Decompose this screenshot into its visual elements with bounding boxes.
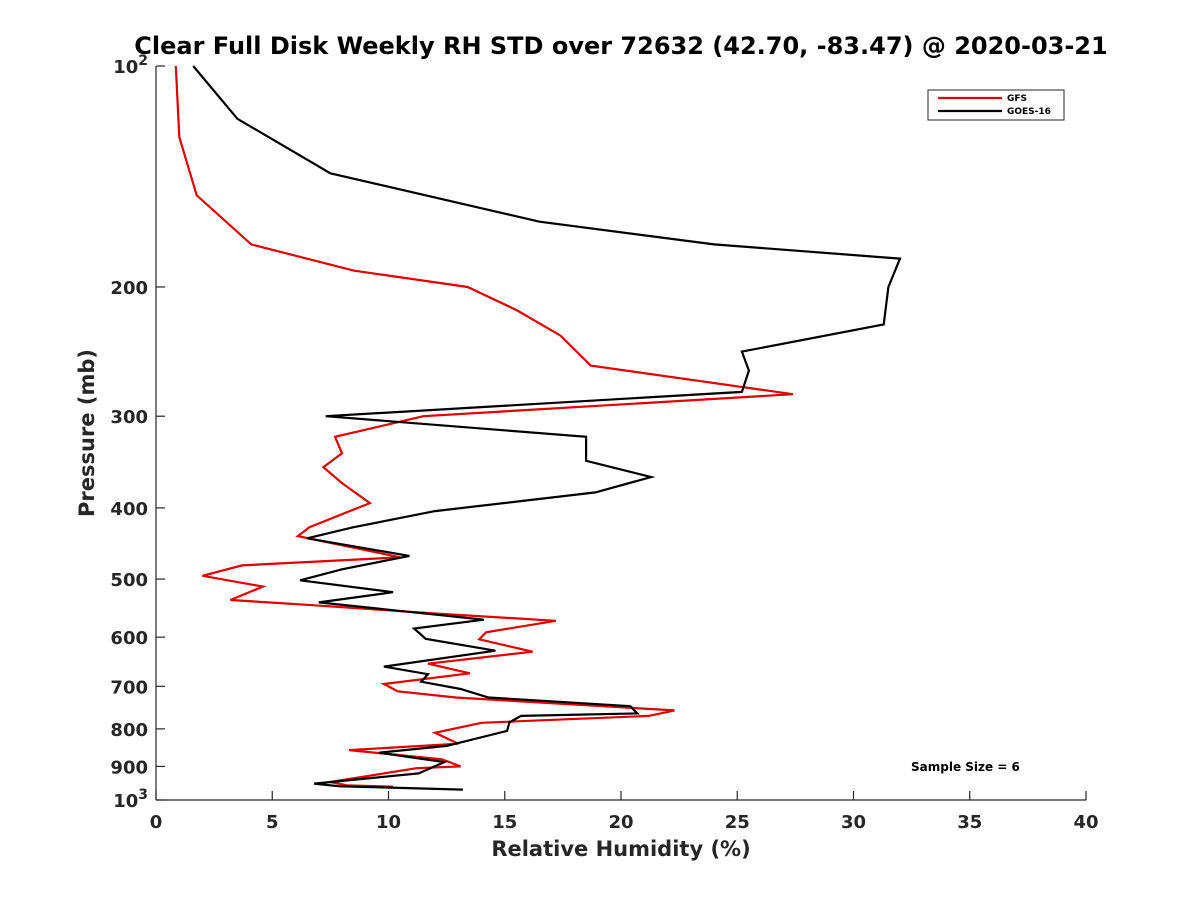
y-tick-label: 800 <box>110 720 148 741</box>
x-axis-ticks: 0 5 10 15 20 25 30 35 40 <box>150 791 1099 833</box>
legend-label-gfs: GFS <box>1007 94 1027 104</box>
series-line-goes-16 <box>192 65 902 791</box>
plot-area: 0 5 10 15 20 25 30 35 40 102 200 300 400 500 600 700 80… <box>110 53 1098 833</box>
legend: GFS GOES-16 <box>927 89 1065 121</box>
y-tick-label: 300 <box>110 407 148 428</box>
sample-size-annotation: Sample Size = 6 <box>911 760 1020 774</box>
x-tick-label: 40 <box>1073 812 1098 833</box>
legend-box <box>927 89 1065 121</box>
y-axis-label: Pressure (mb) <box>75 349 99 517</box>
y-tick-label: 600 <box>110 628 148 649</box>
chart-title: Clear Full Disk Weekly RH STD over 72632… <box>134 32 1107 60</box>
plot-background <box>156 66 1086 800</box>
y-tick-label: 400 <box>110 499 148 520</box>
x-tick-label: 5 <box>266 812 279 833</box>
y-tick-label: 700 <box>110 677 148 698</box>
series-line-gfs <box>174 65 794 788</box>
x-tick-label: 30 <box>841 812 866 833</box>
x-tick-label: 10 <box>376 812 401 833</box>
y-tick-label: 102 <box>113 53 148 78</box>
x-tick-label: 35 <box>957 812 982 833</box>
x-tick-label: 15 <box>492 812 517 833</box>
x-axis-label: Relative Humidity (%) <box>491 837 750 861</box>
y-tick-label: 900 <box>110 757 148 778</box>
legend-label-goes-16: GOES-16 <box>1007 107 1051 117</box>
y-axis-ticks: 102 200 300 400 500 600 700 800 900 103 <box>110 53 165 812</box>
y-tick-label: 500 <box>110 570 148 591</box>
x-tick-label: 20 <box>608 812 633 833</box>
y-tick-label: 103 <box>113 787 148 812</box>
y-tick-label: 200 <box>110 278 148 299</box>
x-tick-label: 25 <box>725 812 750 833</box>
x-tick-label: 0 <box>150 812 163 833</box>
